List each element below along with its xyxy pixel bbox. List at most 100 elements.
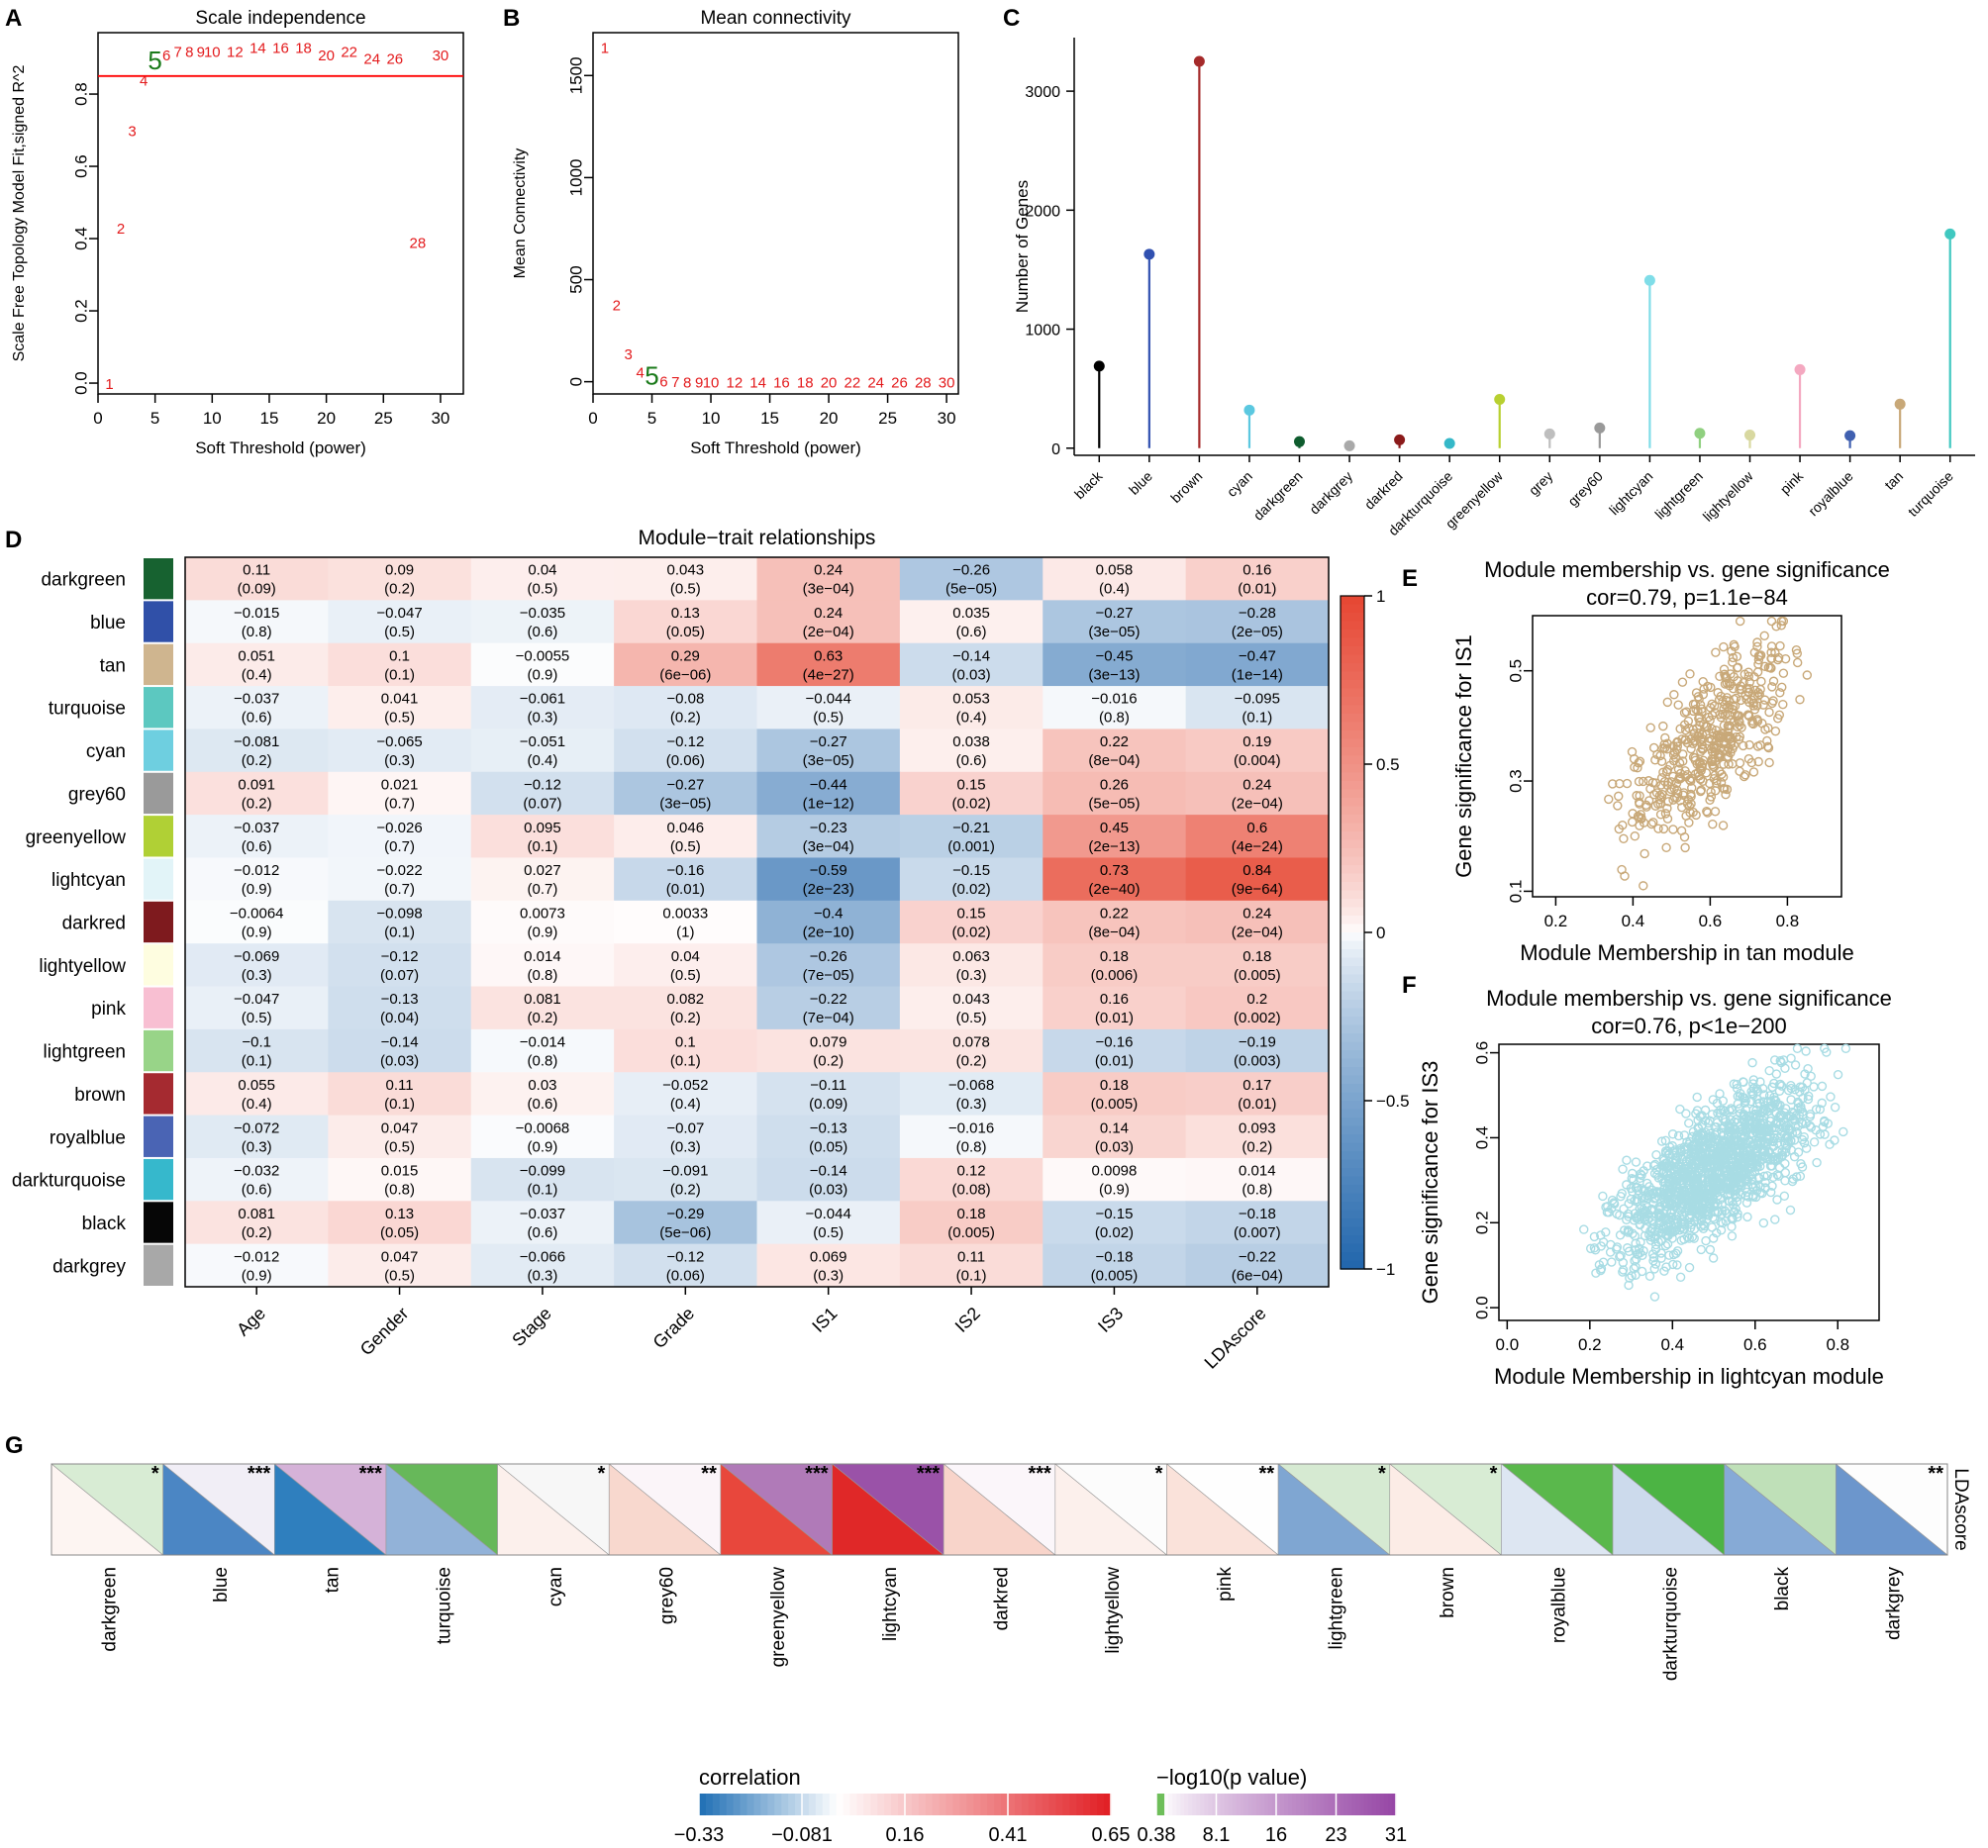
heatmap-cell bbox=[614, 600, 757, 644]
legend-gradient-segment bbox=[1212, 1794, 1218, 1815]
data-point bbox=[1751, 1111, 1762, 1120]
x-tick-label: 0.8 bbox=[1776, 912, 1800, 930]
category-label: grey bbox=[1526, 468, 1556, 499]
cell-value: −0.12 bbox=[666, 733, 704, 750]
data-point bbox=[1698, 1219, 1709, 1229]
data-point bbox=[1675, 796, 1685, 806]
heatmap-cell bbox=[1043, 1115, 1187, 1159]
legend-gradient-segment bbox=[1104, 1794, 1112, 1815]
cell-value: −0.068 bbox=[948, 1077, 994, 1094]
legend-gradient-segment bbox=[1304, 1794, 1309, 1815]
legend-gradient-segment bbox=[815, 1794, 824, 1815]
legend-gradient-segment bbox=[1367, 1794, 1373, 1815]
colorbar-segment bbox=[1341, 957, 1364, 967]
colorbar-segment bbox=[1341, 806, 1364, 816]
heatmap-cell bbox=[1185, 557, 1330, 601]
lollipop-point bbox=[1143, 248, 1155, 260]
heatmap-cell bbox=[899, 600, 1044, 644]
module-color-swatch bbox=[144, 901, 173, 943]
data-point bbox=[1791, 1111, 1801, 1120]
data-point bbox=[1714, 1145, 1724, 1155]
data-point bbox=[1656, 1136, 1667, 1146]
colorbar-segment bbox=[1341, 1017, 1364, 1026]
heatmap-cell bbox=[470, 729, 615, 773]
cell-pvalue: (6e−06) bbox=[659, 666, 711, 683]
data-point bbox=[1760, 725, 1770, 734]
data-point bbox=[1747, 1179, 1757, 1190]
data-point bbox=[1662, 1239, 1673, 1249]
data-point bbox=[1707, 724, 1717, 733]
data-point bbox=[1601, 1227, 1611, 1237]
data-point bbox=[1801, 1119, 1811, 1128]
data-point bbox=[1724, 1122, 1734, 1132]
data-point bbox=[1668, 1215, 1679, 1225]
x-tick-label: 15 bbox=[260, 409, 279, 428]
heatmap-cell bbox=[185, 557, 329, 601]
data-point bbox=[1679, 1144, 1690, 1155]
colorbar-segment bbox=[1341, 613, 1364, 623]
data-point-label: 30 bbox=[433, 48, 449, 64]
row-label: LDAscore bbox=[1950, 1468, 1971, 1550]
module-color-swatch bbox=[144, 687, 173, 729]
data-point bbox=[1790, 1060, 1801, 1070]
cell-pvalue: (0.05) bbox=[666, 624, 705, 640]
cell-value: −0.22 bbox=[1239, 1248, 1276, 1265]
x-axis-label: Soft Threshold (power) bbox=[690, 438, 861, 457]
colorbar-segment bbox=[1341, 1084, 1364, 1094]
heatmap-cell bbox=[756, 600, 901, 644]
cell-value: −0.59 bbox=[810, 862, 847, 879]
colorbar-segment bbox=[1341, 705, 1364, 715]
data-point bbox=[1820, 1129, 1830, 1139]
legend-gradient-segment bbox=[952, 1794, 961, 1815]
cell-value: −0.27 bbox=[666, 776, 704, 793]
data-point bbox=[1773, 1171, 1784, 1181]
data-point bbox=[1729, 1208, 1739, 1217]
data-point bbox=[1703, 1154, 1713, 1165]
heatmap-cell bbox=[1043, 729, 1187, 773]
cell-pvalue: (0.002) bbox=[1234, 1010, 1281, 1026]
legend-gradient-segment bbox=[1172, 1794, 1177, 1815]
cell-pvalue: (0.6) bbox=[956, 624, 987, 640]
data-point bbox=[1615, 1210, 1625, 1220]
module-label: darkred bbox=[992, 1567, 1013, 1630]
legend-gradient-segment bbox=[781, 1794, 789, 1815]
data-point bbox=[1729, 1184, 1739, 1195]
data-point bbox=[1615, 1230, 1626, 1240]
legend-gradient-segment bbox=[1192, 1794, 1197, 1815]
legend-gradient-segment bbox=[877, 1794, 885, 1815]
colorbar-segment bbox=[1341, 621, 1364, 631]
data-point-label: 7 bbox=[671, 374, 679, 391]
cell-pvalue: (0.6) bbox=[528, 1224, 558, 1241]
data-point bbox=[1717, 1127, 1728, 1137]
colorbar-segment bbox=[1341, 856, 1364, 866]
legend-gradient-segment bbox=[1359, 1794, 1365, 1815]
x-tick-label: 0 bbox=[588, 409, 597, 428]
data-point bbox=[1719, 721, 1730, 730]
data-point bbox=[1803, 1063, 1813, 1074]
data-point bbox=[1662, 803, 1672, 814]
legend-gradient-segment bbox=[994, 1794, 1002, 1815]
data-point bbox=[1620, 871, 1630, 881]
cell-pvalue: (0.1) bbox=[528, 1182, 558, 1199]
data-point bbox=[1754, 1125, 1764, 1136]
data-point bbox=[1657, 789, 1667, 800]
data-point bbox=[1769, 1122, 1780, 1132]
y-tick-label: 0.2 bbox=[71, 299, 90, 323]
heatmap-cell bbox=[899, 857, 1044, 902]
data-point bbox=[1667, 1227, 1677, 1237]
data-point bbox=[1688, 1152, 1698, 1162]
data-point bbox=[1648, 1161, 1659, 1171]
colorbar-segment bbox=[1341, 991, 1364, 1001]
data-point bbox=[1653, 1205, 1664, 1215]
data-point bbox=[1684, 1262, 1695, 1273]
colorbar-segment bbox=[1341, 630, 1364, 639]
heatmap-cell bbox=[899, 1243, 1044, 1288]
legend-gradient-segment bbox=[1001, 1794, 1009, 1815]
colorbar-segment bbox=[1341, 848, 1364, 858]
legend-tick-label: −0.081 bbox=[771, 1824, 833, 1846]
colorbar-segment bbox=[1341, 1067, 1364, 1077]
data-point bbox=[1735, 717, 1744, 728]
heatmap-cell bbox=[614, 557, 757, 601]
cell-pvalue: (0.01) bbox=[666, 881, 705, 898]
heatmap-cell bbox=[756, 943, 901, 988]
